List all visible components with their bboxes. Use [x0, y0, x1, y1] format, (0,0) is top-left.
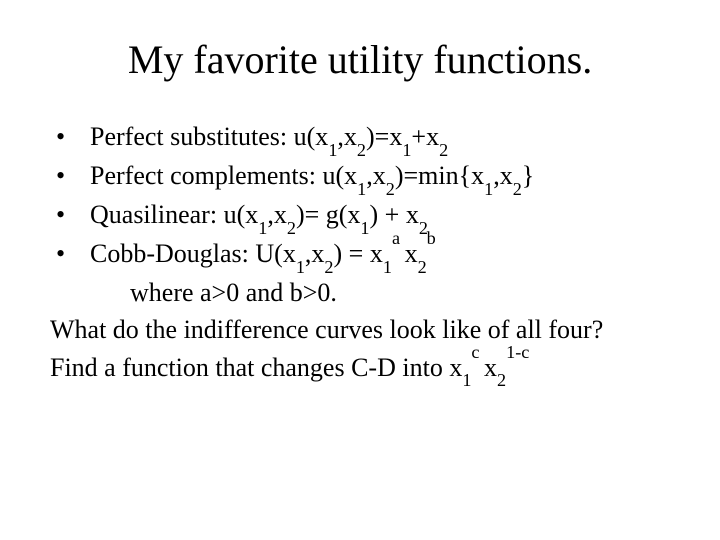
find-line: Find a function that changes C-D into x1… — [50, 350, 670, 385]
bullet-dot-icon: • — [50, 119, 90, 154]
bullet-formula: u(x1,x2)=x1+x2 — [294, 122, 449, 151]
bullet-text: Perfect complements: u(x1,x2)=min{x1,x2} — [90, 158, 670, 193]
bullet-item: • Quasilinear: u(x1,x2)= g(x1) + x2 — [50, 197, 670, 232]
bullet-formula: U(x1,x2) = x1a x2b — [255, 239, 435, 268]
bullet-item: • Cobb-Douglas: U(x1,x2) = x1a x2b — [50, 236, 670, 271]
bullet-label: Perfect complements: — [90, 161, 322, 190]
slide: My favorite utility functions. • Perfect… — [0, 0, 720, 540]
question-line: What do the indifference curves look lik… — [50, 312, 670, 347]
bullet-label: Quasilinear: — [90, 200, 224, 229]
slide-title: My favorite utility functions. — [50, 36, 670, 83]
bullet-item: • Perfect substitutes: u(x1,x2)=x1+x2 — [50, 119, 670, 154]
slide-body: • Perfect substitutes: u(x1,x2)=x1+x2 • … — [50, 119, 670, 385]
bullet-label: Cobb-Douglas: — [90, 239, 255, 268]
bullet-formula: u(x1,x2)= g(x1) + x2 — [224, 200, 428, 229]
bullet-dot-icon: • — [50, 236, 90, 271]
bullet-item: • Perfect complements: u(x1,x2)=min{x1,x… — [50, 158, 670, 193]
indent-line: where a>0 and b>0. — [50, 275, 670, 310]
bullet-formula: u(x1,x2)=min{x1,x2} — [322, 161, 534, 190]
bullet-label: Perfect substitutes: — [90, 122, 294, 151]
bullet-text: Cobb-Douglas: U(x1,x2) = x1a x2b — [90, 236, 670, 271]
bullet-text: Quasilinear: u(x1,x2)= g(x1) + x2 — [90, 197, 670, 232]
bullet-dot-icon: • — [50, 197, 90, 232]
bullet-text: Perfect substitutes: u(x1,x2)=x1+x2 — [90, 119, 670, 154]
bullet-dot-icon: • — [50, 158, 90, 193]
